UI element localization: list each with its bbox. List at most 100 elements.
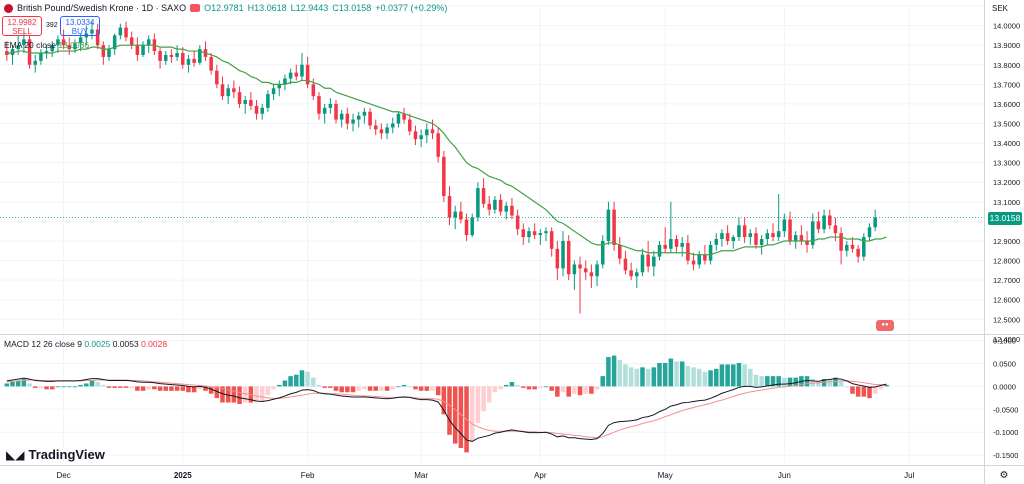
macd-histogram-bar [157,386,163,391]
macd-histogram-bar [72,386,78,388]
candle-body [640,254,645,273]
candle-body [447,195,452,218]
time-tick-label: May [658,471,673,480]
candle-body [618,244,622,259]
macd-histogram-bar [265,386,271,396]
candle-body [464,219,469,236]
ema-legend[interactable]: EMA 20 close 13.0086 [4,40,89,50]
macd-legend[interactable]: MACD 12 26 close 9 0.0025 0.0053 0.0028 [4,339,167,349]
candle-body [186,58,191,65]
sell-price: 12.9982 [7,18,37,27]
macd-histogram-bar [299,370,305,387]
candle-body [527,231,531,238]
macd-tick-label: 0.0500 [993,359,1016,368]
symbol-title[interactable]: British Pound/Swedish Krone · 1D · SAXO [17,3,187,13]
macd-histogram-bar [458,386,464,448]
candle-body [141,45,145,55]
candle-body [555,248,560,269]
macd-tick-label: -0.0500 [993,405,1018,414]
candle-body [566,240,571,275]
candle-body [714,239,719,245]
macd-histogram-bar [350,386,356,393]
signal-line [6,379,887,439]
macd-histogram-bar [163,386,169,391]
candle-body [334,103,338,120]
ema-line [6,44,887,256]
candle-body [124,27,128,38]
candle-body [396,113,401,124]
price-tick-label: 12.9000 [993,237,1020,246]
candle-body [674,239,679,247]
candle-body [27,39,32,65]
candle-body [73,43,77,50]
macd-histogram-bar [884,384,889,387]
events-badge-icon[interactable]: ●● [876,320,894,331]
sell-label: SELL [12,27,32,36]
macd-histogram-bar [4,383,10,387]
candle-body [61,39,66,46]
macd-histogram-bar [776,376,781,387]
candle-body [283,78,287,85]
candle-body [67,45,72,50]
candle-body [362,111,367,116]
macd-histogram-bar [827,379,833,387]
macd-histogram-bar [452,386,458,444]
buy-button[interactable]: 13.0334 BUY [60,16,100,36]
candle-body [425,129,429,136]
macd-histogram-bar [583,386,588,394]
tradingview-logo[interactable]: ◣◢ TradingView [6,447,105,462]
candle-body [720,233,724,240]
macd-histogram-bar [367,386,373,391]
candle-body [635,272,639,277]
macd-histogram-bar [867,386,872,399]
macd-histogram-bar [106,386,112,388]
macd-histogram-bar [748,368,753,387]
candle-body [288,72,293,79]
macd-histogram-bar [623,364,628,387]
candle-body [652,256,656,267]
candle-body [833,225,838,234]
sell-button[interactable]: 12.9982 SELL [2,16,42,36]
candle-body [754,233,758,245]
logo-text: TradingView [28,447,105,462]
macd-histogram-bar [118,386,123,388]
macd-histogram-bar [651,367,657,387]
macd-histogram-bar [696,368,702,387]
macd-histogram-bar [606,357,611,387]
candle-body [822,215,826,230]
macd-histogram-bar [311,377,316,387]
macd-histogram-bar [396,386,401,388]
macd-histogram-bar [345,386,350,393]
candle-body [725,233,730,241]
macd-histogram-bar [600,376,606,387]
macd-histogram-bar [379,386,384,391]
candle-body [169,54,174,57]
market-closed-icon[interactable] [190,4,201,12]
macd-histogram-bar [15,380,21,387]
macd-histogram-bar [197,386,203,390]
macd-histogram-bar [833,377,838,387]
candle-body [192,58,196,63]
settings-gear-icon[interactable]: ⚙ [1000,470,1009,481]
candle-body [759,239,764,245]
candle-body [408,119,412,132]
candle-body [339,113,344,120]
time-tick-label: 2025 [174,471,192,480]
candle-body [249,100,253,106]
candle-body [181,53,185,65]
candle-body [385,127,389,134]
candle-body [345,113,350,124]
candle-body [788,219,792,241]
candle-body [294,72,299,77]
macd-histogram-bar [152,386,157,390]
candle-body [873,217,877,228]
price-tick-label: 13.7000 [993,80,1020,89]
macd-histogram-bar [259,386,265,402]
price-tick-label: 12.5000 [993,315,1020,324]
candle-body [493,199,497,210]
macd-histogram-bar [95,382,100,387]
currency-label[interactable]: SEK [992,4,1009,13]
candle-body [600,240,605,265]
macd-histogram-bar [339,386,344,393]
